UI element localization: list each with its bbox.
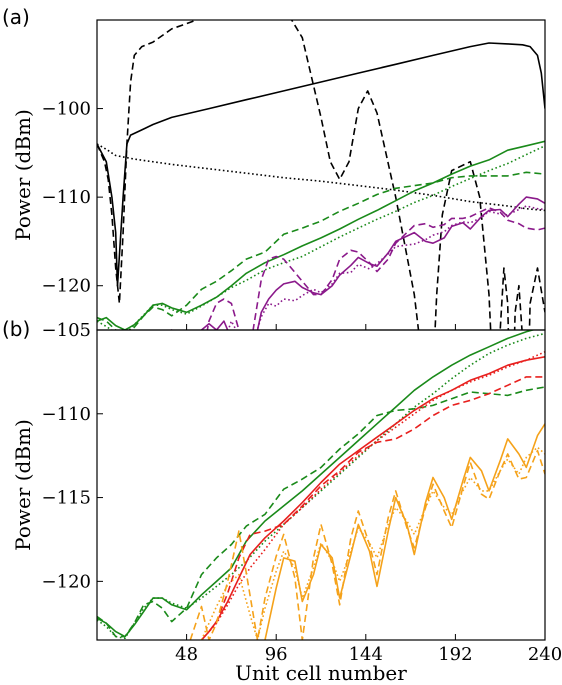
panel-b-series-2 xyxy=(97,332,545,640)
panel-a-series-3 xyxy=(97,140,545,330)
panel-b-xtick-label: 48 xyxy=(175,644,198,665)
panel-b-series-5 xyxy=(200,351,545,640)
panel-b-xlabel: Unit cell number xyxy=(235,661,407,685)
panel-b-xtick-label: 192 xyxy=(438,644,472,665)
panel-b-ytick-label: −120 xyxy=(42,571,91,592)
panel-b-series-6 xyxy=(264,423,545,640)
panel-b: −105 −110 −115 −120 48 96 144 192 240 Power (dB… xyxy=(11,320,562,685)
panel-a-series-4 xyxy=(97,171,545,330)
panel-a-series-1 xyxy=(97,20,545,330)
panel-b-series-8 xyxy=(200,446,545,640)
panel-a-series-6 xyxy=(200,196,545,330)
panel-b-ytick-label: −115 xyxy=(42,488,91,509)
panel-a-series-8 xyxy=(227,205,545,330)
panel-a-ytick-label: −100 xyxy=(42,99,91,120)
panel-a: −100 −110 −120 Power (dBm) xyxy=(11,19,546,331)
panel-a-series-7 xyxy=(170,207,545,330)
panel-a-series-0 xyxy=(97,42,545,287)
panel-a-label: (a) xyxy=(2,5,30,29)
panel-b-xtick-label: 96 xyxy=(265,644,288,665)
panel-b-ylabel: Power (dBm) xyxy=(11,419,35,551)
panel-a-ylabel: Power (dBm) xyxy=(11,109,35,241)
panel-b-series-4 xyxy=(200,376,545,640)
panel-b-xtick-label: 144 xyxy=(349,644,383,665)
panel-a-ytick-label: −120 xyxy=(42,276,91,297)
panel-b-xtick-label: 240 xyxy=(528,644,562,665)
panel-b-ytick-label: −110 xyxy=(42,404,91,425)
panel-a-frame xyxy=(96,19,546,331)
panel-a-series-2 xyxy=(97,143,545,212)
panel-a-series-5 xyxy=(97,145,545,330)
panel-b-ytick-label: −105 xyxy=(42,320,91,341)
panel-a-ytick-label: −110 xyxy=(42,187,91,208)
panel-b-series-3 xyxy=(200,356,545,640)
panel-b-series-0 xyxy=(97,330,536,638)
panel-b-label: (b) xyxy=(2,317,30,341)
panel-b-frame xyxy=(96,329,546,641)
panel-b-series-1 xyxy=(97,386,545,638)
